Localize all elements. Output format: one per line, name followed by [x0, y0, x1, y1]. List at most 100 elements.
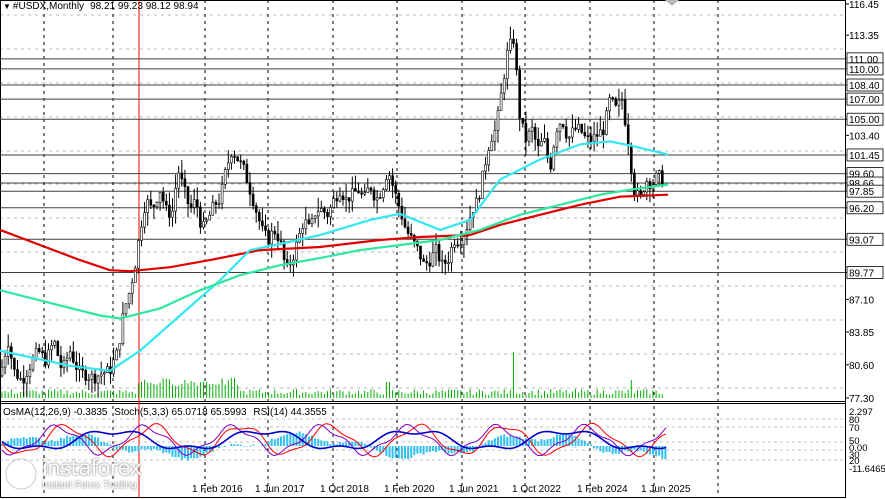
rsi-line [1, 423, 667, 457]
candle-body [493, 130, 497, 142]
candle-body [152, 204, 156, 208]
candle-body [617, 99, 621, 106]
candle-body [468, 217, 472, 231]
candle-body [121, 313, 125, 344]
candle-body [127, 293, 131, 305]
candle-body [37, 348, 41, 352]
oscillator-pane [0, 418, 845, 461]
candle-body [99, 373, 103, 377]
candle-body [555, 131, 559, 148]
candle-body [350, 188, 354, 202]
candle-body [462, 236, 466, 245]
candle-body [84, 369, 87, 381]
candle-body [230, 156, 233, 164]
y-tick-label: 80.60 [849, 361, 874, 372]
candle-body [261, 220, 264, 227]
candle-body [623, 99, 627, 126]
candle-body [561, 124, 565, 128]
candle-body [484, 164, 487, 172]
candle-body [276, 233, 280, 241]
rsi-label: RSI(14) 44.3555 [253, 407, 327, 418]
chart-grid [0, 0, 846, 498]
candle-body [586, 135, 590, 137]
brand-name: instaforex [42, 456, 142, 480]
candle-body [22, 378, 26, 384]
candle-body [363, 192, 367, 195]
candle-body [366, 187, 370, 193]
candle-body [323, 208, 326, 213]
candle-body [68, 351, 72, 359]
candle-body [456, 244, 460, 247]
dropdown-triangle-icon[interactable]: ▼ [3, 2, 11, 11]
candle-body [450, 246, 453, 264]
level-price-box [846, 201, 884, 215]
y-tick-label: 111.00 [849, 55, 879, 66]
candle-body [13, 358, 16, 370]
y-tick-label: 105.00 [849, 115, 880, 126]
candle-body [626, 124, 630, 146]
candle-body [319, 208, 323, 212]
chart-header: ▼ #USDX,Monthly 98.21 99.23 98.12 98.94 [3, 1, 199, 12]
osc-axis-label: 20 [849, 456, 860, 467]
ma-cyan-line [0, 140, 669, 372]
candle-body [453, 244, 456, 248]
candle-body [620, 99, 624, 101]
candle-body [149, 199, 153, 206]
candle-body [171, 210, 174, 218]
candle-body [103, 372, 106, 375]
y-tick-label: 99.60 [849, 170, 874, 181]
candle-body [595, 134, 599, 137]
candle-body [118, 343, 122, 351]
candle-body [490, 140, 494, 151]
osc-axis-label: -11.6465 [849, 464, 885, 475]
x-tick-label: 1 Oct 2018 [320, 484, 369, 495]
candle-body [592, 134, 596, 142]
candle-body [245, 164, 249, 183]
candle-body [47, 349, 50, 366]
candle-body [341, 195, 345, 200]
candle-body [602, 129, 605, 135]
candle-body [233, 156, 236, 158]
candle-body [338, 195, 342, 202]
open-value: 98.21 [90, 1, 116, 12]
osc-axis-label: 80 [849, 415, 860, 426]
y-tick-label: 89.77 [849, 269, 874, 280]
candle-body [527, 130, 531, 142]
candle-body [59, 355, 63, 369]
brand-watermark: instaforex Instant Forex Trading [4, 456, 142, 491]
candle-body [425, 261, 429, 264]
candle-body [564, 126, 568, 139]
candle-body [629, 145, 633, 174]
y-tick-label: 116.45 [849, 0, 879, 11]
candle-body [459, 244, 463, 246]
candle-body [223, 169, 227, 185]
candle-body [335, 198, 339, 202]
candle-body [332, 198, 336, 208]
candle-body [31, 357, 35, 371]
candle-body [589, 135, 593, 142]
candle-body [608, 97, 611, 112]
candle-body [115, 349, 118, 361]
level-price-box [846, 62, 884, 76]
candle-body [496, 110, 500, 131]
candle-body [174, 187, 177, 212]
candle-body [385, 179, 388, 190]
horizontal-levels [0, 58, 845, 274]
candle-body [282, 241, 286, 260]
candle-body [257, 212, 261, 222]
candle-body [540, 141, 543, 147]
candle-body [273, 230, 277, 235]
osc-axis-label: 70 [849, 423, 860, 434]
candle-body [180, 172, 184, 180]
y-tick-label: 96.20 [849, 204, 874, 215]
candle-body [25, 376, 29, 384]
y-tick-label: 113.35 [849, 31, 879, 42]
level-price-box [846, 78, 884, 92]
candle-body [130, 282, 134, 294]
candle-body [419, 245, 422, 260]
candle-body [437, 244, 441, 262]
candle-body [177, 172, 180, 189]
candle-body [3, 356, 7, 368]
